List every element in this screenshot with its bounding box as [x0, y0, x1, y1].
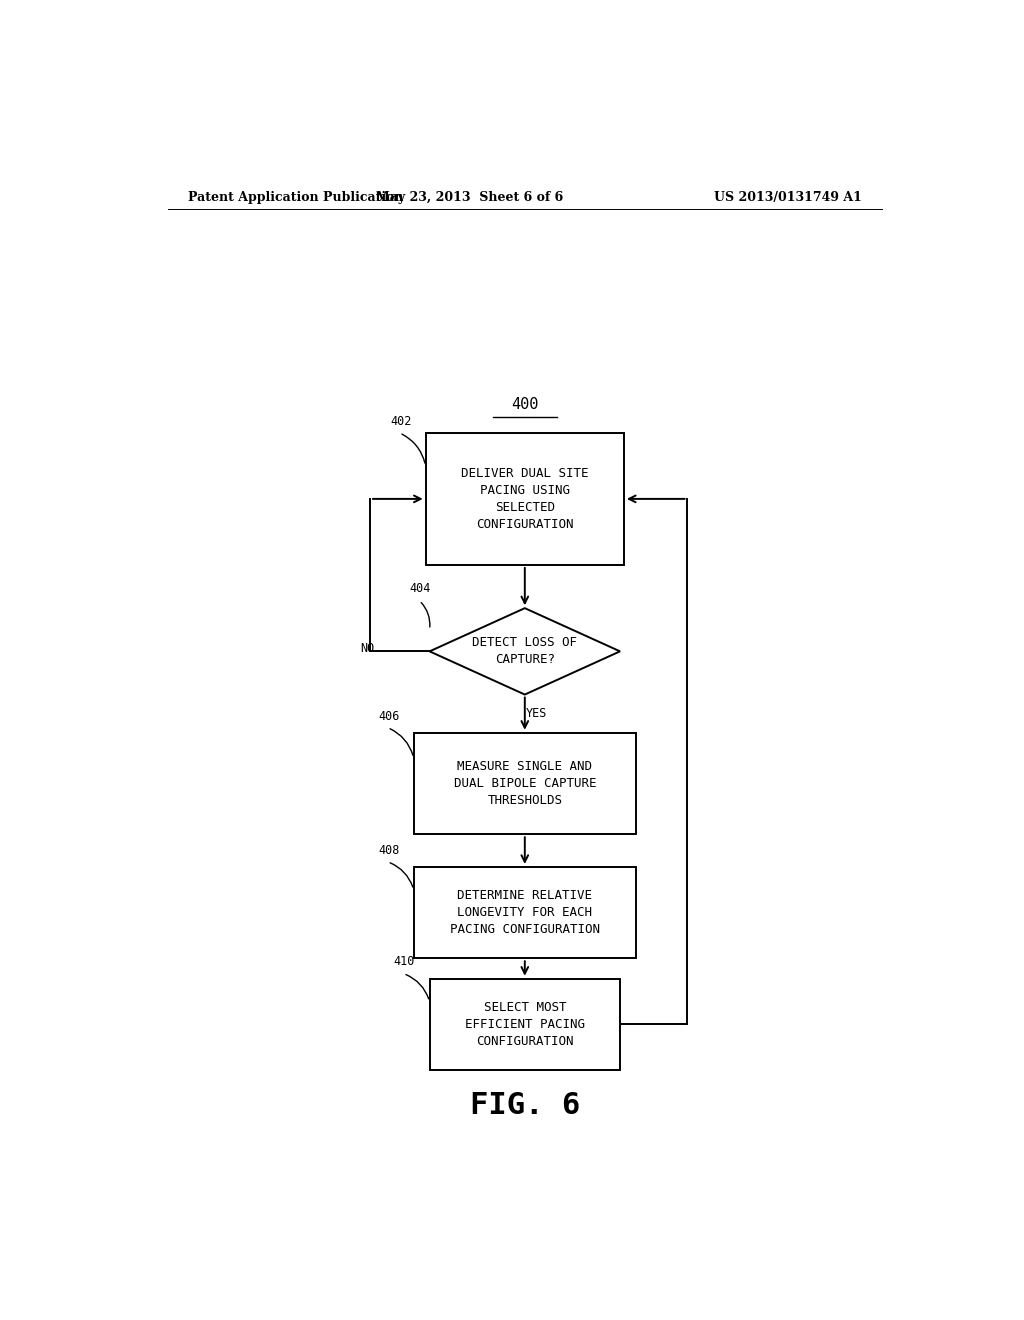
Text: 408: 408 [378, 843, 399, 857]
Bar [426, 433, 624, 565]
Bar [414, 733, 636, 834]
Text: 402: 402 [390, 414, 412, 428]
Bar [414, 867, 636, 958]
Text: Patent Application Publication: Patent Application Publication [187, 190, 403, 203]
Text: SELECT MOST
EFFICIENT PACING
CONFIGURATION: SELECT MOST EFFICIENT PACING CONFIGURATI… [465, 1001, 585, 1048]
Text: US 2013/0131749 A1: US 2013/0131749 A1 [714, 190, 862, 203]
Text: 404: 404 [410, 582, 431, 595]
Text: 410: 410 [394, 956, 415, 969]
Text: May 23, 2013  Sheet 6 of 6: May 23, 2013 Sheet 6 of 6 [376, 190, 563, 203]
Polygon shape [430, 609, 620, 694]
Text: DELIVER DUAL SITE
PACING USING
SELECTED
CONFIGURATION: DELIVER DUAL SITE PACING USING SELECTED … [461, 467, 589, 531]
Text: 406: 406 [378, 710, 399, 722]
Text: FIG. 6: FIG. 6 [470, 1092, 580, 1121]
Text: NO: NO [359, 642, 374, 655]
Text: DETECT LOSS OF
CAPTURE?: DETECT LOSS OF CAPTURE? [472, 636, 578, 667]
Text: MEASURE SINGLE AND
DUAL BIPOLE CAPTURE
THRESHOLDS: MEASURE SINGLE AND DUAL BIPOLE CAPTURE T… [454, 760, 596, 807]
Text: YES: YES [526, 706, 548, 719]
Text: 400: 400 [511, 397, 539, 412]
Bar [430, 978, 621, 1071]
Text: DETERMINE RELATIVE
LONGEVITY FOR EACH
PACING CONFIGURATION: DETERMINE RELATIVE LONGEVITY FOR EACH PA… [450, 890, 600, 936]
